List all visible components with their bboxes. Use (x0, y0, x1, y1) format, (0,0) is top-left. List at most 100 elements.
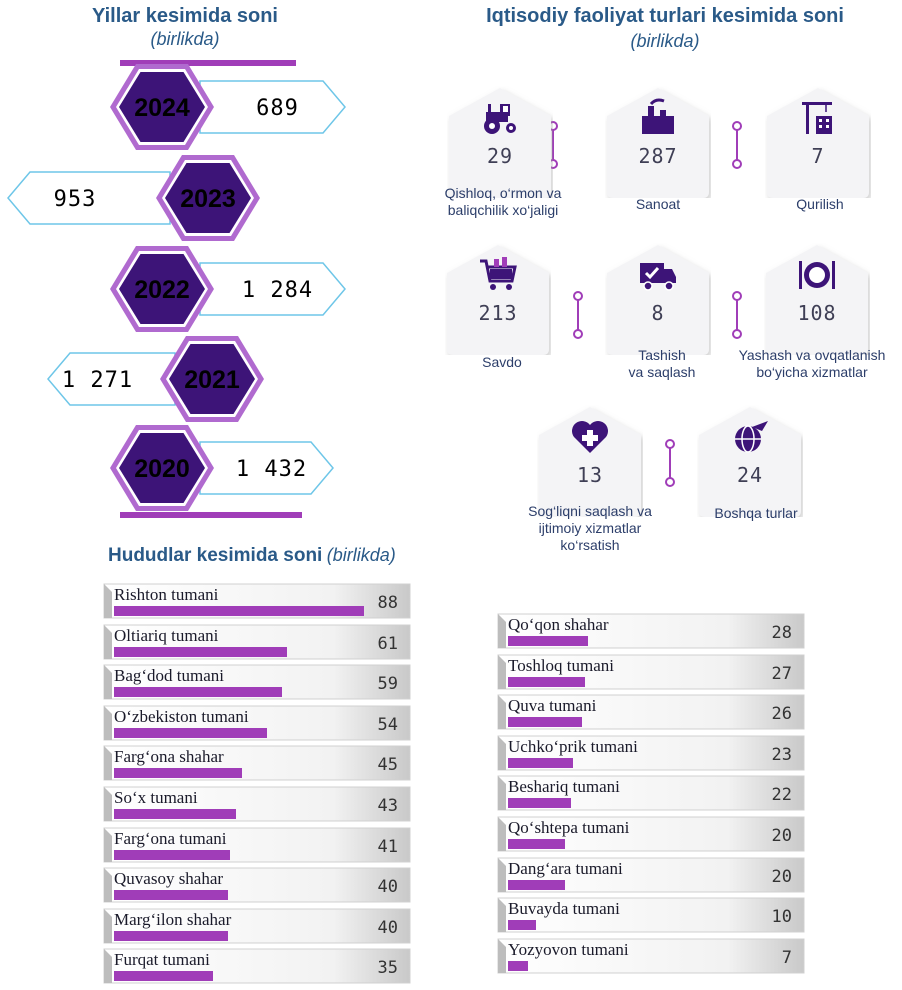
activity-label-line: Boshqa turlar (714, 505, 798, 521)
tractor-icon (484, 104, 516, 134)
region-name: Buvayda tumani (508, 899, 620, 919)
activity-value: 8 (651, 301, 665, 325)
region-row: So‘x tumani 43 (100, 785, 412, 823)
connector-dots (573, 291, 583, 339)
region-value: 20 (771, 826, 792, 846)
region-value: 23 (771, 744, 792, 765)
activity-card: 108 (764, 243, 870, 355)
activity-value: 24 (736, 463, 764, 487)
activity-label: Sanoat (558, 196, 758, 213)
region-name: Quvasoy shahar (114, 869, 224, 889)
region-row-bg (103, 827, 411, 863)
activity-label-line: Sanoat (635, 196, 681, 212)
region-row-bg (497, 654, 805, 690)
activity-label-line: ijtimoiy xizmatlar (538, 520, 642, 536)
region-name: Qo‘shtepa tumani (508, 818, 630, 837)
region-bar (508, 798, 571, 809)
activity-value: 287 (638, 144, 678, 168)
region-value: 7 (781, 947, 792, 968)
connector-dots (732, 291, 742, 339)
region-bar (114, 727, 268, 738)
region-bar (114, 849, 231, 860)
region-bar (114, 930, 228, 941)
region-name: So‘x tumani (114, 788, 198, 807)
activity-label: Sog‘liqni saqlash va ijtimoiy xizmatlar ko… (490, 503, 690, 554)
years-top-bar (120, 60, 296, 66)
region-bar (114, 768, 242, 779)
activity-value: 108 (797, 301, 837, 325)
activity-label-line: Tashish (638, 347, 686, 363)
activity-card: 8 (605, 243, 711, 355)
year-label: 2022 (134, 276, 190, 304)
region-row-bg (497, 938, 805, 974)
year-value: 1 271 (62, 368, 133, 393)
factory-icon (642, 98, 674, 134)
regions-list-left: Rishton tumani 88 Oltiariq tumani 61 Bag‘dod… (100, 582, 412, 990)
region-bar (508, 839, 565, 849)
region-row: Farg‘ona shahar 45 (100, 744, 412, 782)
region-value: 59 (377, 674, 398, 695)
region-value: 20 (771, 866, 792, 887)
region-bar (114, 971, 214, 982)
region-name: Beshariq tumani (508, 777, 620, 797)
region-name: Marg‘ilon shahar (114, 909, 232, 929)
region-row: Marg‘ilon shahar 40 (100, 907, 412, 945)
crane-icon (802, 102, 832, 134)
region-value: 27 (771, 663, 792, 684)
region-value: 35 (377, 958, 398, 979)
activity-label-line: Sog‘liqni saqlash va (528, 503, 652, 519)
region-value: 10 (771, 907, 792, 928)
region-value: 61 (377, 633, 398, 654)
region-value: 22 (771, 785, 792, 806)
region-row: Oltiariq tumani 61 (100, 623, 412, 661)
activity-label: Qurilish (720, 196, 902, 213)
activity-label-line: bo‘yicha xizmatlar (756, 364, 868, 380)
region-row: Dang‘ara tumani 20 (494, 856, 806, 894)
activity-label: Yashash va ovqatlanish bo‘yicha xizmatlar (712, 347, 902, 381)
region-name: Uchko‘prik tumani (508, 736, 638, 756)
region-value: 28 (771, 623, 792, 643)
year-hex-inner (119, 254, 205, 324)
region-name: O‘zbekiston tumani (114, 706, 249, 726)
region-name: Farg‘ona shahar (114, 747, 224, 767)
card-shape (447, 245, 549, 355)
activity-label-line: Yashash va ovqatlanish (738, 347, 886, 363)
years-subtitle: (birlikda) (150, 29, 220, 49)
shopping-cart-icon (480, 257, 517, 290)
region-bar (508, 920, 537, 931)
region-value: 88 (377, 593, 398, 613)
year-item: 2021 1 271 (47, 336, 264, 422)
year-value: 1 432 (236, 457, 307, 482)
regions-subtitle: (birlikda) (326, 545, 396, 565)
region-name: Toshloq tumani (508, 655, 615, 675)
card-shape (767, 88, 869, 198)
region-value: 40 (377, 877, 398, 898)
regions-title-text: Hududlar kesimida soni (108, 545, 323, 566)
years-timeline: 2024 689 2023 953 2022 1 284 2021 1 271 2020 1 43… (7, 60, 346, 518)
region-row: Furqat tumani 35 (100, 947, 412, 985)
region-row: Bag‘dod tumani 59 (100, 663, 412, 701)
activity-label: Qishloq, o‘rmon va baliqchilik xo‘jaligi (403, 185, 603, 219)
connector-dots (548, 121, 558, 169)
year-value: 953 (54, 187, 97, 212)
region-bar (114, 890, 228, 901)
card-shape (699, 407, 801, 517)
activity-card: 13 (537, 405, 643, 517)
region-row: O‘zbekiston tumani 54 (100, 704, 412, 742)
region-name: Furqat tumani (114, 950, 210, 970)
year-item: 2024 689 (110, 64, 346, 150)
plate-cutlery-icon (799, 261, 835, 289)
activity-value: 13 (576, 463, 604, 487)
card-shape (766, 245, 868, 355)
year-hex-inner (165, 163, 251, 233)
region-name: Oltiariq tumani (114, 625, 219, 645)
connector-dots (732, 121, 742, 169)
card-shape (449, 88, 551, 198)
region-row: Quvasoy shahar 40 (100, 866, 412, 904)
connector-dots (665, 439, 675, 487)
region-row: Rishton tumani 88 (100, 582, 412, 620)
activity-card: 29 (447, 86, 553, 198)
region-bar (508, 636, 588, 646)
activity-label-line: ko‘rsatish (560, 537, 620, 553)
activity-label: Tashish va saqlash (562, 347, 762, 381)
